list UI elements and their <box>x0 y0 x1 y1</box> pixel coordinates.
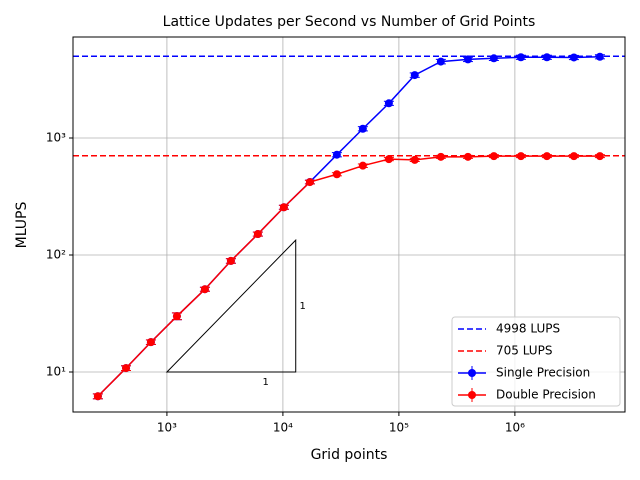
plot-frame <box>72 36 626 413</box>
x-tick-label: 10⁴ <box>273 421 293 435</box>
data-point <box>436 57 445 66</box>
data-point <box>332 150 341 159</box>
data-point <box>516 152 525 161</box>
legend-label: 4998 LUPS <box>496 322 560 336</box>
data-point <box>358 124 367 133</box>
data-point <box>332 170 341 179</box>
data-point <box>172 312 181 321</box>
data-point <box>436 152 445 161</box>
x-tick-label: 10³ <box>157 421 177 435</box>
legend-box <box>451 316 621 407</box>
y-axis-label: MLUPS <box>14 202 30 249</box>
y-tick-label: 10³ <box>46 131 66 145</box>
data-point <box>569 152 578 161</box>
data-point <box>384 155 393 164</box>
data-point <box>279 203 288 212</box>
data-point <box>595 52 604 61</box>
x-axis-label: Grid points <box>311 447 388 463</box>
data-point <box>542 53 551 62</box>
series-line <box>97 155 600 397</box>
data-point <box>569 53 578 62</box>
slope-label: 1 <box>300 301 306 312</box>
chart-title: Lattice Updates per Second vs Number of … <box>163 14 536 30</box>
data-point <box>146 338 155 347</box>
data-point <box>463 55 472 64</box>
legend-label: Double Precision <box>496 388 596 402</box>
x-tick-label: 10⁵ <box>389 421 409 435</box>
data-point <box>410 155 419 164</box>
legend-label: 705 LUPS <box>496 344 552 358</box>
data-point <box>122 364 131 373</box>
data-point <box>253 230 262 239</box>
data-point <box>489 54 498 63</box>
data-point <box>489 152 498 161</box>
slope-label: 1 <box>263 377 269 388</box>
y-tick-label: 10² <box>46 247 66 261</box>
data-point <box>384 99 393 108</box>
data-point <box>200 285 209 294</box>
legend-swatch <box>468 391 476 399</box>
data-point <box>516 53 525 62</box>
data-point <box>305 178 314 187</box>
data-point <box>463 152 472 161</box>
data-point <box>226 256 235 265</box>
y-tick-label: 10¹ <box>46 364 66 378</box>
legend-label: Single Precision <box>496 366 590 380</box>
data-point <box>358 161 367 170</box>
slope-triangle <box>165 238 297 373</box>
legend-swatch <box>468 369 476 377</box>
x-tick-label: 10⁶ <box>505 421 525 435</box>
data-point <box>542 152 551 161</box>
data-point <box>595 152 604 161</box>
data-point <box>93 392 102 401</box>
data-point <box>410 71 419 80</box>
